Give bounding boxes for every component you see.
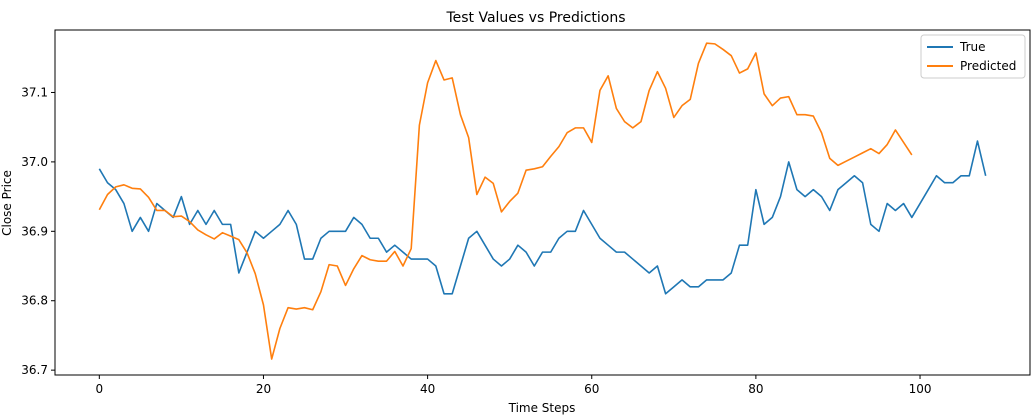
y-axis-label: Close Price	[0, 170, 14, 236]
y-axis: 36.7 36.8 36.9 37.0 37.1	[21, 85, 55, 377]
x-axis-label: Time Steps	[508, 401, 576, 415]
x-tick-label: 20	[256, 382, 271, 396]
plot-frame	[54, 29, 1031, 376]
x-tick-label: 60	[584, 382, 599, 396]
series-line-predicted	[98, 42, 913, 360]
x-tick-label: 40	[420, 382, 435, 396]
x-tick-label: 0	[95, 382, 103, 396]
x-tick-label: 80	[748, 382, 763, 396]
y-tick-label: 36.7	[21, 363, 48, 377]
x-tick-label: 100	[909, 382, 932, 396]
chart-title: Test Values vs Predictions	[445, 10, 625, 26]
legend-label-predicted: Predicted	[960, 59, 1016, 73]
legend: True Predicted	[920, 34, 1026, 79]
legend-box	[920, 34, 1026, 79]
series-layer	[98, 42, 987, 360]
x-axis: 0 20 40 60 80 100	[95, 375, 931, 396]
y-tick-label: 37.0	[21, 155, 48, 169]
y-tick-label: 37.1	[21, 85, 48, 99]
y-tick-label: 36.9	[21, 224, 48, 238]
y-tick-label: 36.8	[21, 294, 48, 308]
legend-label-true: True	[959, 40, 986, 54]
